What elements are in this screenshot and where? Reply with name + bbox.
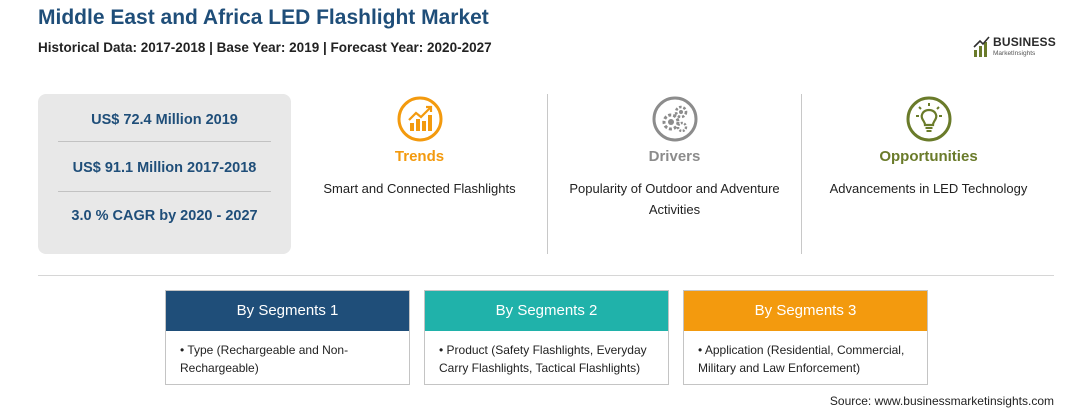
lightbulb-icon [906, 96, 951, 142]
drivers-text: Popularity of Outdoor and Adventure Acti… [569, 181, 780, 217]
segment-3-title: By Segments 3 [684, 291, 927, 331]
segment-2-item: • Product (Safety Flashlights, Everyday … [439, 343, 647, 375]
page-subtitle: Historical Data: 2017-2018 | Base Year: … [38, 40, 492, 55]
logo-name: BUSINESS [993, 35, 1056, 49]
stat-divider [58, 141, 271, 142]
stat-divider [58, 191, 271, 192]
company-logo: BUSINESS MarketInsights [973, 33, 1063, 63]
stat-market-size-2019: US$ 72.4 Million 2019 [91, 112, 238, 128]
drivers-heading: Drivers [648, 148, 701, 165]
segment-2-title: By Segments 2 [425, 291, 668, 331]
trend-chart-icon [397, 96, 442, 142]
segment-card-1: By Segments 1 • Type (Rechargeable and N… [165, 290, 410, 385]
trends-text: Smart and Connected Flashlights [323, 181, 516, 196]
segment-1-title: By Segments 1 [166, 291, 409, 331]
source-link[interactable]: Source: www.businessmarketinsights.com [829, 394, 1054, 408]
opportunities-text: Advancements in LED Technology [829, 181, 1028, 196]
segment-3-item: • Application (Residential, Commercial, … [698, 343, 905, 375]
logo-mark-icon [973, 36, 990, 57]
segment-card-2: By Segments 2 • Product (Safety Flashlig… [424, 290, 669, 385]
section-divider [38, 275, 1054, 276]
column-divider [547, 94, 548, 254]
stat-market-size-historical: US$ 91.1 Million 2017-2018 [72, 160, 257, 176]
trends-heading: Trends [394, 148, 445, 165]
column-divider [801, 94, 802, 254]
stat-cagr: 3.0 % CAGR by 2020 - 2027 [71, 208, 258, 224]
page-title: Middle East and Africa LED Flashlight Ma… [38, 6, 489, 29]
segment-1-item: • Type (Rechargeable and Non-Rechargeabl… [180, 343, 349, 375]
opportunities-heading: Opportunities [879, 148, 978, 165]
gears-icon [652, 96, 697, 142]
market-stats-panel: US$ 72.4 Million 2019 US$ 91.1 Million 2… [38, 94, 291, 254]
segment-card-3: By Segments 3 • Application (Residential… [683, 290, 928, 385]
logo-tagline: MarketInsights [993, 50, 1036, 57]
